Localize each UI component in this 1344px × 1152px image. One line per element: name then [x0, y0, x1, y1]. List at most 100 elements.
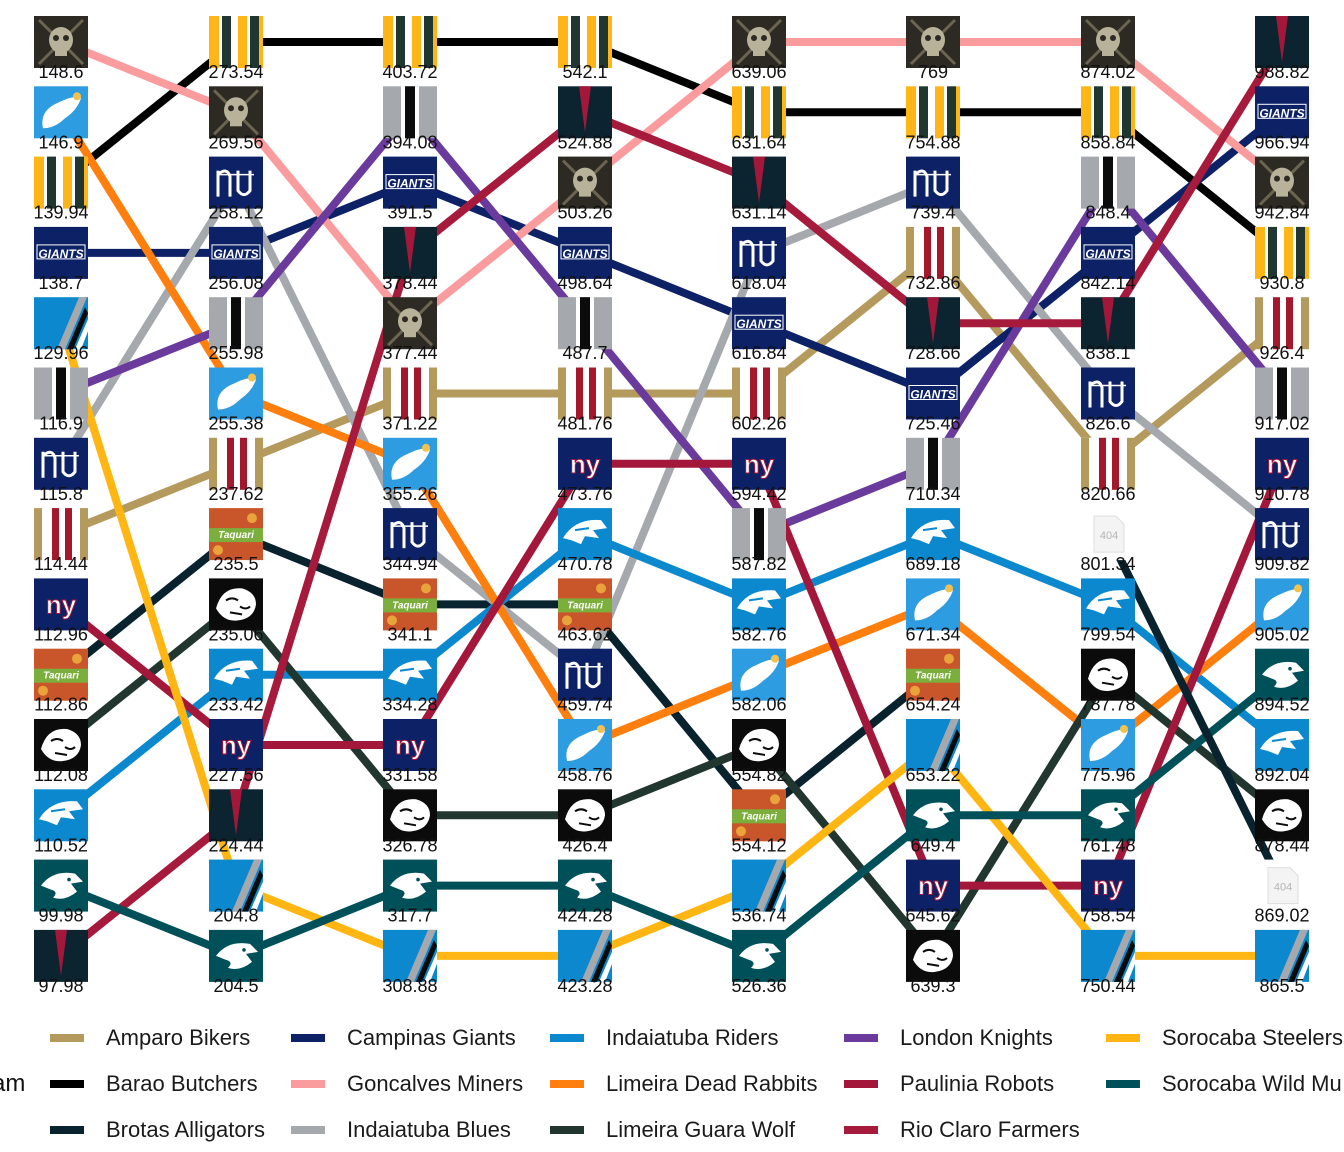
- blue-silver-stripe-logo-icon: [558, 929, 612, 982]
- value-label: 848.4: [1085, 203, 1130, 223]
- giants-wordmark-logo-icon: GIANTS: [732, 297, 786, 350]
- rabbit-foot-logo-icon: [906, 578, 960, 631]
- yellow-green-stripes-logo-icon: [732, 86, 786, 139]
- legend-key-swatch: [844, 1080, 878, 1088]
- value-label: 582.76: [731, 624, 786, 644]
- legend-key-swatch: [291, 1034, 325, 1042]
- svg-text:GIANTS: GIANTS: [213, 247, 258, 261]
- skull-miner-logo-icon: [209, 86, 263, 139]
- value-label: 110.52: [34, 835, 88, 855]
- gold-red-stripes-logo-icon: [906, 226, 960, 279]
- giants-wordmark-logo-icon: GIANTS: [383, 156, 437, 209]
- navy-red-chevron-logo-icon: [209, 789, 263, 842]
- eagle-logo-icon: [1081, 789, 1135, 842]
- ny-logo-icon: ny: [34, 578, 88, 631]
- value-label: 761.48: [1080, 835, 1135, 855]
- value-label: 594.42: [731, 484, 786, 504]
- legend-item-indaiatuba-blues: Indaiatuba Blues: [291, 1114, 511, 1146]
- value-label: 129.96: [33, 343, 88, 363]
- nu-logo-icon: [732, 226, 786, 279]
- legend-key-swatch: [844, 1034, 878, 1042]
- legend-key-swatch: [550, 1034, 584, 1042]
- gold-red-stripes-logo-icon: [34, 508, 88, 561]
- panther-logo-icon: [906, 508, 960, 561]
- value-label: 391.5: [387, 203, 432, 223]
- value-label: 869.02: [1254, 906, 1309, 926]
- eagle-logo-icon: [209, 929, 263, 982]
- value-label: 554.82: [731, 765, 786, 785]
- legend-key-swatch: [550, 1080, 584, 1088]
- value-label: 112.08: [34, 765, 88, 785]
- value-label: 909.82: [1254, 554, 1309, 574]
- value-label: 317.7: [387, 906, 432, 926]
- missing-404-logo-icon: 404: [1255, 859, 1309, 912]
- ny-logo-icon: ny: [1081, 859, 1135, 912]
- value-label: 99.98: [38, 906, 83, 926]
- skull-miner-logo-icon: [732, 16, 786, 68]
- value-label: 458.76: [557, 765, 612, 785]
- navy-red-chevron-logo-icon: [34, 929, 88, 982]
- legend-key-swatch: [50, 1126, 84, 1134]
- value-label: 645.62: [905, 906, 960, 926]
- skull-miner-logo-icon: [383, 297, 437, 350]
- legend-label: Barao Butchers: [106, 1071, 258, 1096]
- value-label: 639.3: [910, 976, 955, 996]
- legend-label: Campinas Giants: [347, 1025, 516, 1050]
- legend-item-paulinia-robots: Paulinia Robots: [844, 1068, 1054, 1100]
- value-label: 874.02: [1080, 62, 1135, 82]
- jaguar-head-logo-icon: [558, 789, 612, 842]
- legend-item-sorocaba-wild-mu: Sorocaba Wild Mu: [1106, 1068, 1342, 1100]
- navy-red-chevron-logo-icon: [558, 86, 612, 139]
- series-line-paulinia-robots: [58, 459, 1286, 890]
- value-label: 739.4: [910, 203, 955, 223]
- gray-black-stripe-logo-icon: [906, 437, 960, 490]
- series-line-sorocaba-wild-mu: [59, 671, 1285, 960]
- legend-label: Indaiatuba Riders: [606, 1025, 779, 1050]
- gold-red-stripes-logo-icon: [732, 367, 786, 420]
- value-label: 255.38: [208, 414, 263, 434]
- value-label: 942.84: [1254, 203, 1309, 223]
- value-label: 326.78: [382, 835, 437, 855]
- rabbit-foot-logo-icon: [1081, 719, 1135, 771]
- navy-red-chevron-logo-icon: [732, 156, 786, 209]
- value-label: 587.82: [731, 554, 786, 574]
- value-label: 894.52: [1254, 695, 1309, 715]
- svg-text:ny: ny: [221, 730, 252, 760]
- svg-text:Taquari: Taquari: [741, 811, 777, 822]
- legend-item-limeira-guara-wolf: Limeira Guara Wolf: [550, 1114, 795, 1146]
- value-label: 233.42: [208, 695, 263, 715]
- ny-logo-icon: ny: [383, 719, 437, 771]
- value-label: 842.14: [1080, 273, 1135, 293]
- gray-black-stripe-logo-icon: [383, 86, 437, 139]
- svg-text:ny: ny: [744, 449, 775, 479]
- navy-red-chevron-logo-icon: [906, 297, 960, 350]
- value-label: 930.8: [1259, 273, 1304, 293]
- value-label: 114.44: [34, 554, 88, 574]
- panther-logo-icon: [1081, 578, 1135, 631]
- value-label: 227.56: [208, 765, 263, 785]
- jaguar-head-logo-icon: [732, 719, 786, 771]
- legend-key-swatch: [550, 1126, 584, 1134]
- value-label: 725.46: [905, 414, 960, 434]
- value-label: 732.86: [905, 273, 960, 293]
- panther-logo-icon: [732, 578, 786, 631]
- blue-silver-stripe-logo-icon: [732, 859, 786, 912]
- value-label: 787.78: [1080, 695, 1135, 715]
- value-label: 269.56: [208, 132, 263, 152]
- value-label: 146.9: [38, 132, 83, 152]
- blue-silver-stripe-logo-icon: [383, 929, 437, 982]
- value-label: 256.08: [208, 273, 263, 293]
- value-label: 355.26: [382, 484, 437, 504]
- value-label: 112.96: [34, 624, 88, 644]
- legend-label: Sorocaba Wild Mu: [1162, 1071, 1342, 1096]
- nu-logo-icon: [1255, 508, 1309, 561]
- legend-label: Indaiatuba Blues: [347, 1117, 511, 1142]
- svg-text:Taquari: Taquari: [392, 600, 428, 611]
- blue-silver-stripe-logo-icon: [209, 859, 263, 912]
- value-label: 473.76: [557, 484, 612, 504]
- value-label: 498.64: [557, 273, 612, 293]
- jaguar-head-logo-icon: [1255, 789, 1309, 842]
- legend-label: London Knights: [900, 1025, 1053, 1050]
- gray-black-stripe-logo-icon: [209, 297, 263, 350]
- jaguar-head-logo-icon: [34, 719, 88, 771]
